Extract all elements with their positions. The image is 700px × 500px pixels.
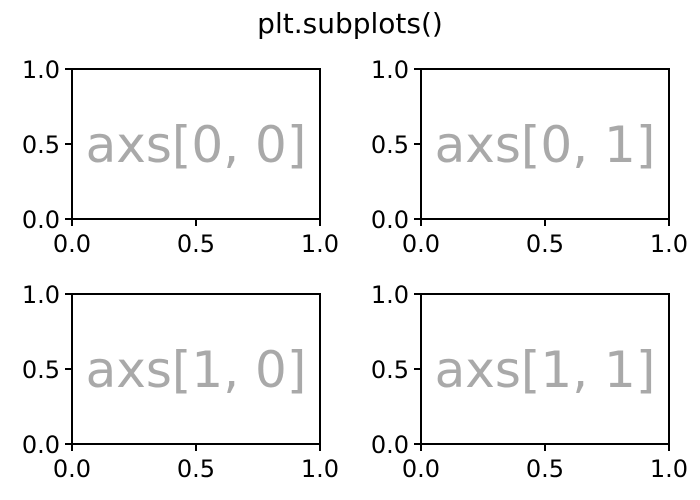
subplot-3: 0.0 0.5 1.0 0.0 0.5 1.0 axs[1, 1] <box>371 281 688 483</box>
y-tick-label: 0.5 <box>22 131 60 159</box>
x-tick-label: 0.5 <box>526 230 564 258</box>
x-tick-label: 0.0 <box>53 230 91 258</box>
x-tick-label: 0.0 <box>402 230 440 258</box>
x-tick-label: 0.0 <box>402 455 440 483</box>
axes-center-label: axs[1, 1] <box>435 341 656 399</box>
y-tick-label: 0.5 <box>371 131 409 159</box>
y-tick-label: 0.0 <box>22 431 60 459</box>
subplot-0: 0.0 0.5 1.0 0.0 0.5 1.0 axs[0, 0] <box>22 56 339 258</box>
x-tick-label: 1.0 <box>650 230 688 258</box>
x-tick-label: 0.5 <box>526 455 564 483</box>
x-tick-label: 1.0 <box>301 230 339 258</box>
y-tick-label: 1.0 <box>22 56 60 84</box>
x-tick-label: 1.0 <box>650 455 688 483</box>
subplot-1: 0.0 0.5 1.0 0.0 0.5 1.0 axs[0, 1] <box>371 56 688 258</box>
subplot-2: 0.0 0.5 1.0 0.0 0.5 1.0 axs[1, 0] <box>22 281 339 483</box>
axes-center-label: axs[1, 0] <box>86 341 307 399</box>
axes-center-label: axs[0, 0] <box>86 116 307 174</box>
y-tick-label: 1.0 <box>371 281 409 309</box>
y-tick-label: 0.5 <box>22 356 60 384</box>
y-tick-label: 0.0 <box>22 206 60 234</box>
x-tick-label: 1.0 <box>301 455 339 483</box>
y-tick-label: 0.0 <box>371 431 409 459</box>
y-tick-label: 0.0 <box>371 206 409 234</box>
y-tick-label: 1.0 <box>22 281 60 309</box>
x-tick-label: 0.0 <box>53 455 91 483</box>
x-tick-label: 0.5 <box>177 455 215 483</box>
y-tick-label: 1.0 <box>371 56 409 84</box>
x-tick-label: 0.5 <box>177 230 215 258</box>
figure-title: plt.subplots() <box>257 7 443 40</box>
y-tick-label: 0.5 <box>371 356 409 384</box>
axes-center-label: axs[0, 1] <box>435 116 656 174</box>
